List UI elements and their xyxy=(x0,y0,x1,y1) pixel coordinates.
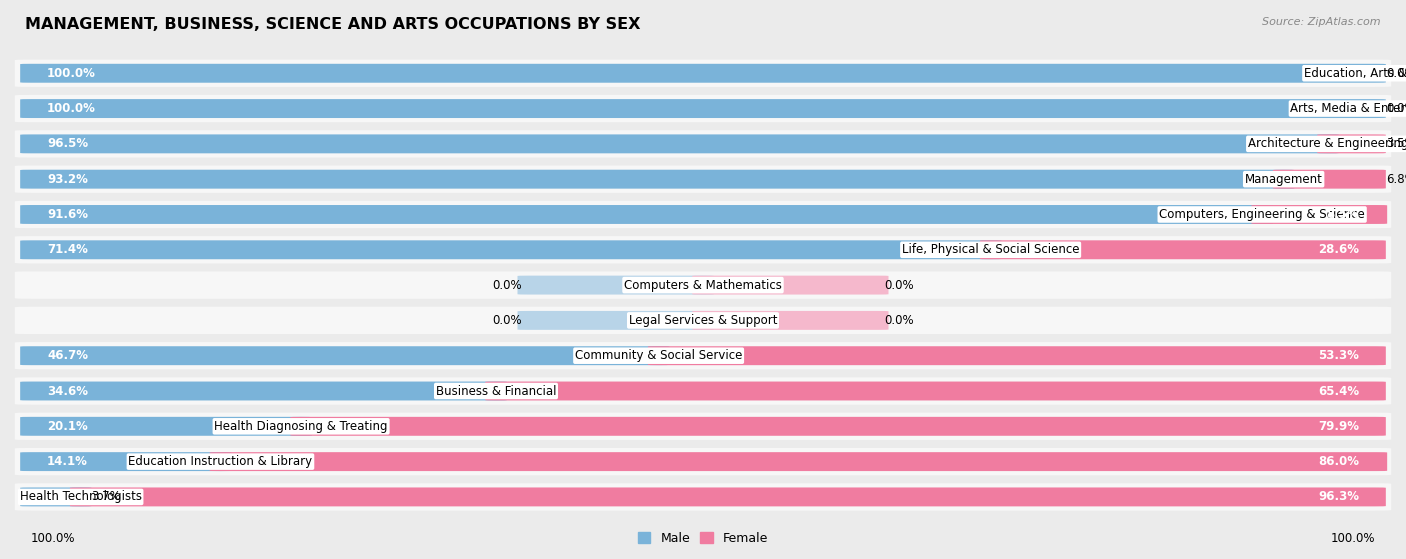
Text: Computers, Engineering & Science: Computers, Engineering & Science xyxy=(1160,208,1365,221)
Text: 34.6%: 34.6% xyxy=(46,385,89,397)
Text: Life, Physical & Social Science: Life, Physical & Social Science xyxy=(901,243,1080,256)
Text: 79.9%: 79.9% xyxy=(1317,420,1360,433)
FancyBboxPatch shape xyxy=(20,382,506,400)
Text: MANAGEMENT, BUSINESS, SCIENCE AND ARTS OCCUPATIONS BY SEX: MANAGEMENT, BUSINESS, SCIENCE AND ARTS O… xyxy=(25,17,641,32)
FancyBboxPatch shape xyxy=(692,311,889,330)
FancyBboxPatch shape xyxy=(15,95,1391,122)
FancyBboxPatch shape xyxy=(209,452,1388,471)
Text: Architecture & Engineering: Architecture & Engineering xyxy=(1249,138,1406,150)
FancyBboxPatch shape xyxy=(648,346,1386,365)
Text: Arts, Media & Entertainment: Arts, Media & Entertainment xyxy=(1291,102,1406,115)
FancyBboxPatch shape xyxy=(20,64,1386,83)
FancyBboxPatch shape xyxy=(517,311,714,330)
Text: Health Diagnosing & Treating: Health Diagnosing & Treating xyxy=(214,420,388,433)
FancyBboxPatch shape xyxy=(20,205,1272,224)
Text: Community & Social Service: Community & Social Service xyxy=(575,349,742,362)
FancyBboxPatch shape xyxy=(15,60,1391,87)
Text: 96.3%: 96.3% xyxy=(1317,490,1360,504)
Text: 93.2%: 93.2% xyxy=(46,173,89,186)
FancyBboxPatch shape xyxy=(20,452,231,471)
FancyBboxPatch shape xyxy=(15,484,1391,510)
Text: 0.0%: 0.0% xyxy=(884,314,914,327)
Text: 0.0%: 0.0% xyxy=(1386,102,1406,115)
Text: 0.0%: 0.0% xyxy=(1386,67,1406,80)
Text: Management: Management xyxy=(1244,173,1323,186)
Text: 14.1%: 14.1% xyxy=(46,455,89,468)
Text: 8.5%: 8.5% xyxy=(1326,208,1360,221)
FancyBboxPatch shape xyxy=(485,382,1386,400)
Text: 0.0%: 0.0% xyxy=(884,278,914,292)
FancyBboxPatch shape xyxy=(15,377,1391,405)
Text: 100.0%: 100.0% xyxy=(1330,532,1375,545)
FancyBboxPatch shape xyxy=(1251,205,1388,224)
FancyBboxPatch shape xyxy=(1272,170,1386,188)
FancyBboxPatch shape xyxy=(15,448,1391,475)
Text: 65.4%: 65.4% xyxy=(1317,385,1360,397)
Text: 6.8%: 6.8% xyxy=(1386,173,1406,186)
Text: 46.7%: 46.7% xyxy=(46,349,89,362)
Text: Education Instruction & Library: Education Instruction & Library xyxy=(128,455,312,468)
FancyBboxPatch shape xyxy=(20,170,1295,188)
Text: 20.1%: 20.1% xyxy=(46,420,87,433)
FancyBboxPatch shape xyxy=(15,342,1391,369)
FancyBboxPatch shape xyxy=(20,487,91,506)
FancyBboxPatch shape xyxy=(20,99,1386,118)
FancyBboxPatch shape xyxy=(517,276,714,295)
FancyBboxPatch shape xyxy=(15,130,1391,158)
Text: 100.0%: 100.0% xyxy=(31,532,76,545)
FancyBboxPatch shape xyxy=(980,240,1386,259)
FancyBboxPatch shape xyxy=(20,134,1339,153)
Text: 3.5%: 3.5% xyxy=(1386,138,1406,150)
Text: 96.5%: 96.5% xyxy=(46,138,89,150)
Text: Business & Financial: Business & Financial xyxy=(436,385,557,397)
Text: 3.7%: 3.7% xyxy=(91,490,121,504)
FancyBboxPatch shape xyxy=(20,417,312,436)
FancyBboxPatch shape xyxy=(20,240,1001,259)
FancyBboxPatch shape xyxy=(692,276,889,295)
Text: Source: ZipAtlas.com: Source: ZipAtlas.com xyxy=(1263,17,1381,27)
Text: 71.4%: 71.4% xyxy=(46,243,89,256)
FancyBboxPatch shape xyxy=(15,413,1391,440)
Text: 100.0%: 100.0% xyxy=(46,67,96,80)
Text: Education, Arts & Media: Education, Arts & Media xyxy=(1303,67,1406,80)
Text: 0.0%: 0.0% xyxy=(492,278,522,292)
Text: Computers & Mathematics: Computers & Mathematics xyxy=(624,278,782,292)
Text: Legal Services & Support: Legal Services & Support xyxy=(628,314,778,327)
Text: 86.0%: 86.0% xyxy=(1317,455,1360,468)
FancyBboxPatch shape xyxy=(20,346,669,365)
FancyBboxPatch shape xyxy=(15,201,1391,228)
FancyBboxPatch shape xyxy=(15,165,1391,193)
Legend: Male, Female: Male, Female xyxy=(633,527,773,550)
FancyBboxPatch shape xyxy=(15,307,1391,334)
FancyBboxPatch shape xyxy=(15,236,1391,263)
FancyBboxPatch shape xyxy=(1317,134,1386,153)
Text: 53.3%: 53.3% xyxy=(1317,349,1360,362)
Text: 28.6%: 28.6% xyxy=(1317,243,1360,256)
Text: Health Technologists: Health Technologists xyxy=(20,490,142,504)
FancyBboxPatch shape xyxy=(15,272,1391,299)
Text: 91.6%: 91.6% xyxy=(46,208,89,221)
FancyBboxPatch shape xyxy=(291,417,1386,436)
Text: 0.0%: 0.0% xyxy=(492,314,522,327)
Text: 100.0%: 100.0% xyxy=(46,102,96,115)
FancyBboxPatch shape xyxy=(70,487,1386,506)
